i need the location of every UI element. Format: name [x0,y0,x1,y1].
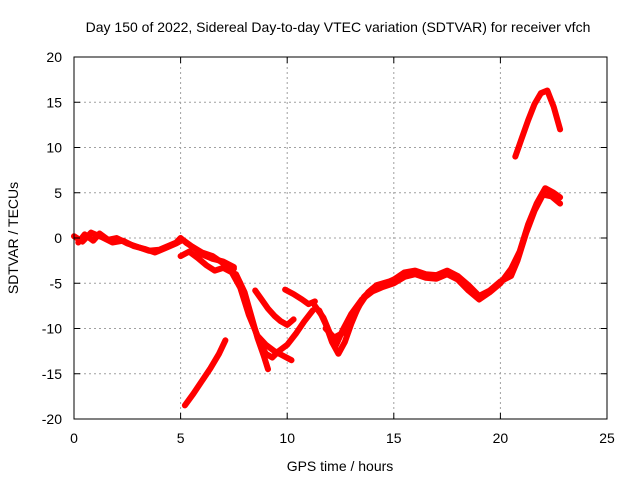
series-line-arc-6 [252,287,297,328]
y-tick-label: -10 [42,321,62,337]
x-tick-label: 25 [599,430,615,446]
y-tick-label: -5 [50,275,63,291]
series-line-arc-5 [233,271,271,373]
y-tick-label: 15 [46,94,62,110]
x-tick-label: 20 [493,430,509,446]
chart-title: Day 150 of 2022, Sidereal Day-to-day VTE… [86,19,591,35]
x-tick-label: 15 [386,430,402,446]
y-tick-label: -20 [42,411,62,427]
series-line-arc-2 [71,229,237,272]
series-line-arc-7 [181,337,229,409]
series-line-arc-11 [322,273,406,341]
x-tick-label: 5 [177,430,185,446]
y-tick-label: 20 [46,49,62,65]
axis-ticks: 0 5 10 15 20 25 -20 -15 -10 -5 0 5 10 15 20 [42,49,615,446]
y-tick-label: -15 [42,366,62,382]
data-series [71,87,564,409]
y-axis-label: SDTVAR / TECUs [5,182,21,294]
x-axis-label: GPS time / hours [287,458,394,474]
x-tick-label: 0 [70,430,78,446]
y-tick-label: 5 [54,185,62,201]
series-line-arc-12 [512,87,564,160]
x-tick-label: 10 [279,430,295,446]
y-tick-label: 10 [46,140,62,156]
series-line-arc-8 [282,286,318,308]
y-tick-label: 0 [54,230,62,246]
